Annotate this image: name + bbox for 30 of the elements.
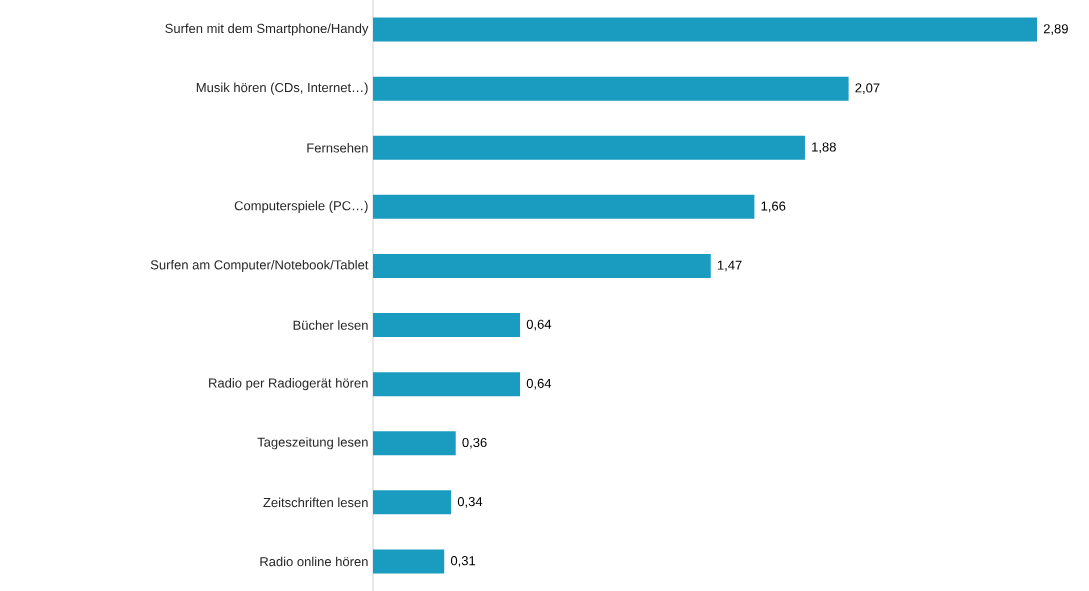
data-label: 0,64: [526, 378, 552, 390]
bar: [373, 431, 456, 456]
y-tick-label: Radio online hören: [260, 556, 368, 567]
y-tick-label: Bücher lesen: [293, 320, 368, 330]
y-tick-label: Musik hören (CDs, Internet…): [196, 82, 368, 95]
data-label: 0,36: [462, 437, 487, 449]
bar: [373, 372, 521, 397]
bar: [373, 17, 1038, 42]
data-label: 1,66: [761, 201, 786, 213]
y-tick-label: Surfen mit dem Smartphone/Handy: [165, 23, 369, 36]
bar: [373, 490, 452, 515]
data-label: 1,47: [717, 260, 742, 272]
y-tick-label: Surfen am Computer/Notebook/Tablet: [150, 259, 369, 273]
y-tick-label: Computerspiele (PC…): [234, 200, 368, 213]
y-tick-label: Tageszeitung lesen: [257, 437, 368, 450]
bar: [373, 549, 445, 574]
data-label: 0,31: [450, 556, 476, 567]
data-label: 2,07: [855, 83, 880, 95]
y-tick-label: Zeitschriften lesen: [263, 497, 368, 508]
y-tick-label: Fernsehen: [307, 142, 368, 153]
data-label: 2,89: [1043, 24, 1068, 35]
bar: [373, 313, 521, 338]
data-label: 0,64: [526, 319, 552, 331]
data-label: 1,88: [812, 142, 836, 154]
bar: [373, 135, 805, 160]
data-label: 0,34: [457, 496, 483, 508]
bar: [373, 76, 849, 101]
y-tick-label: Radio per Radiogerät hören: [209, 378, 368, 391]
bar: [373, 253, 711, 278]
bar: [373, 194, 755, 219]
